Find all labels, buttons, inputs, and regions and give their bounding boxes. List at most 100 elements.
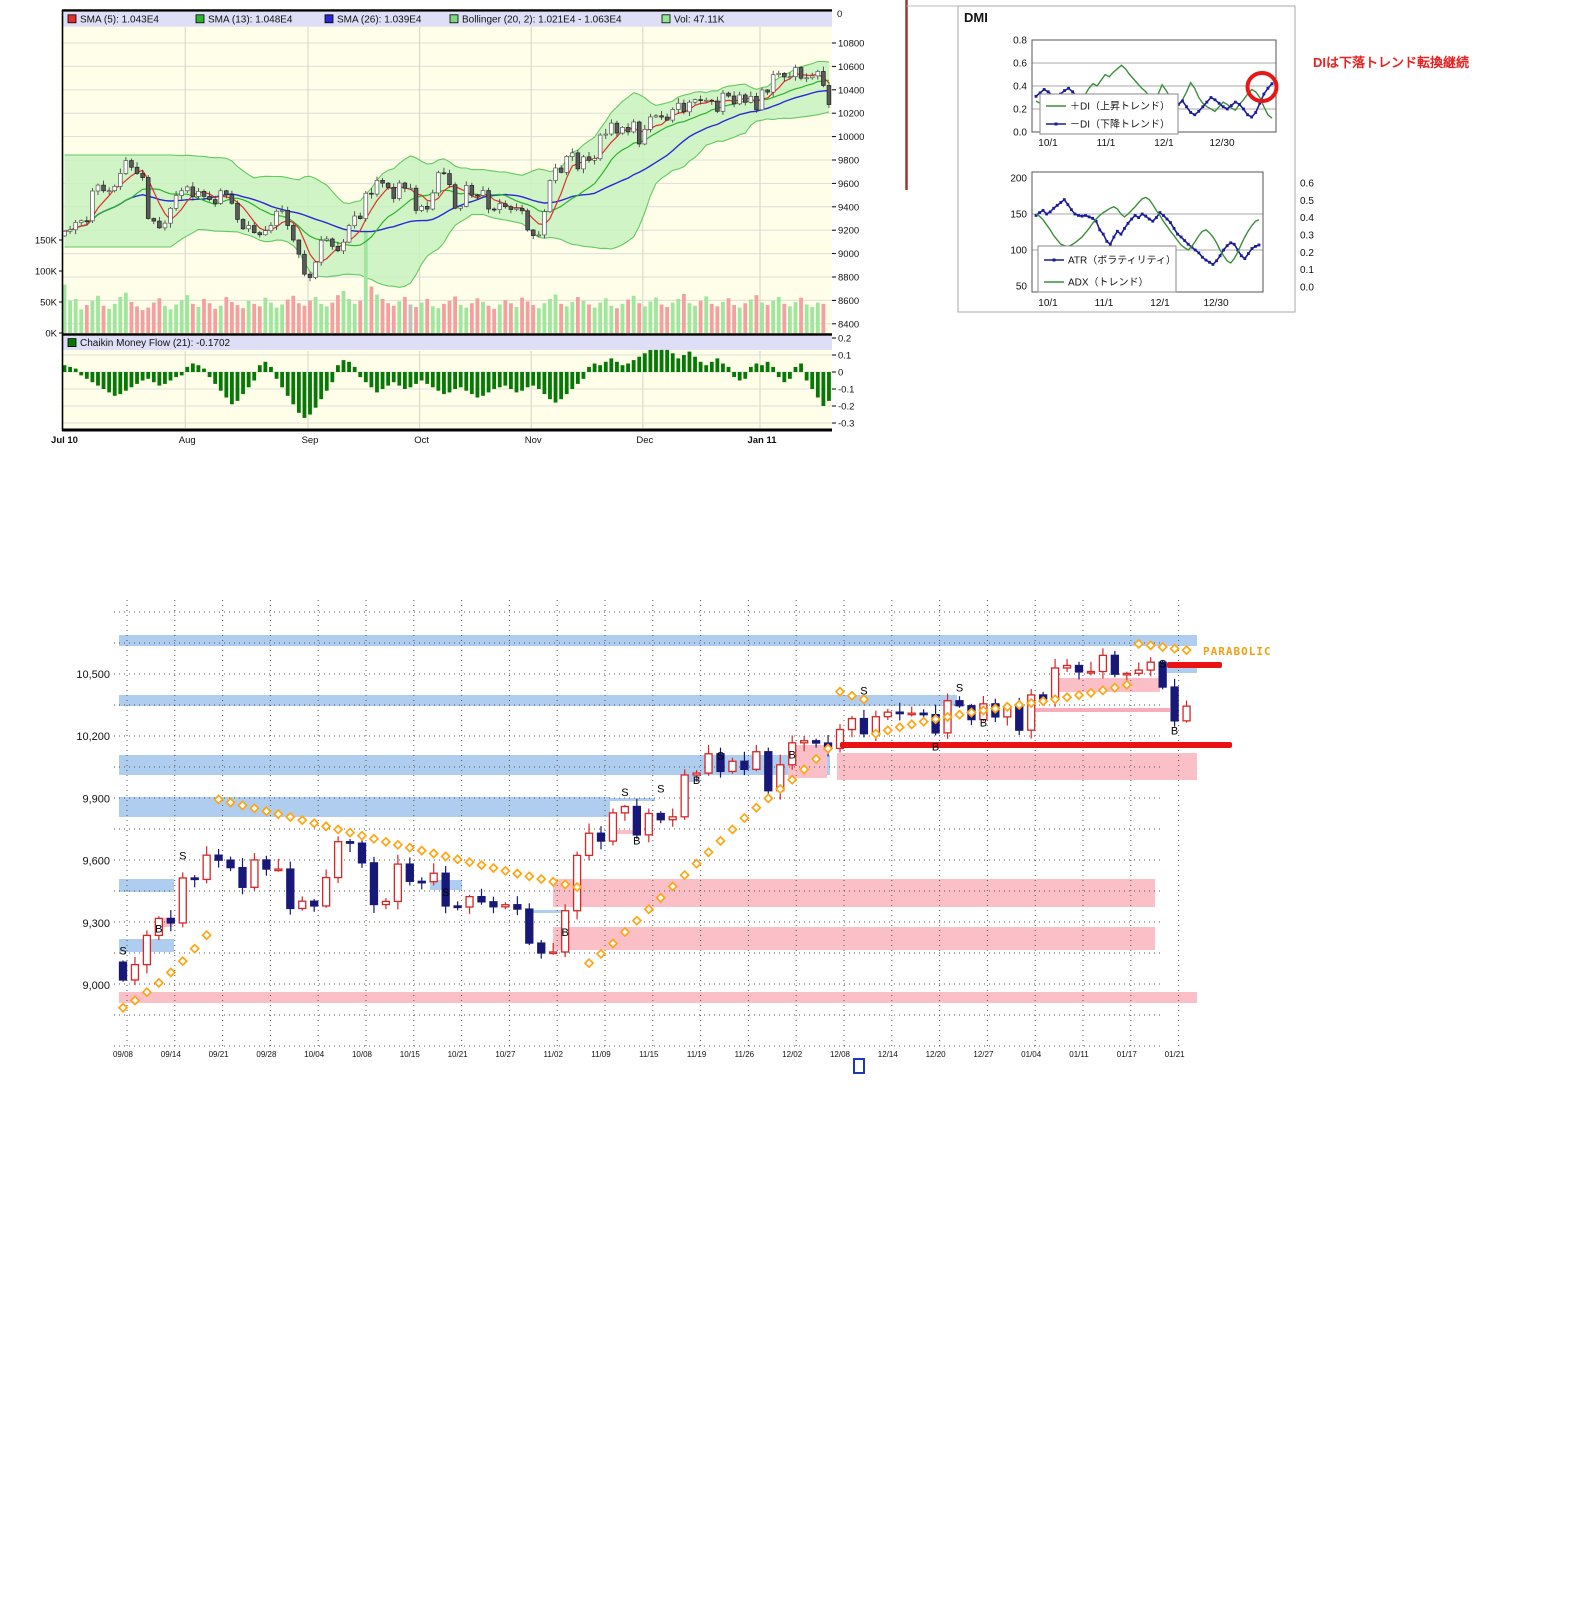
cmf-bar	[123, 372, 128, 391]
marker	[1054, 122, 1058, 126]
candle-body	[381, 900, 391, 906]
volume-bar	[709, 303, 714, 333]
cmf-bar	[179, 372, 184, 376]
marker	[1059, 201, 1063, 204]
axis-label: 0.4	[1300, 213, 1314, 224]
sar-dot	[285, 811, 296, 823]
volume-bar	[648, 301, 653, 333]
volume-bar	[308, 300, 312, 333]
axis-label: 0	[838, 368, 843, 379]
axis-label: 8600	[838, 296, 859, 307]
cmf-bar	[464, 372, 469, 391]
cmf-bar	[246, 372, 251, 388]
volume-bar	[274, 307, 279, 333]
candle-body	[447, 173, 452, 186]
axis-label: 8400	[838, 319, 859, 330]
cmf-bar	[84, 372, 89, 379]
sar-dot	[1133, 638, 1144, 650]
candle-body	[419, 205, 424, 211]
candle-body	[402, 182, 408, 189]
sar-dot	[727, 824, 738, 835]
candle-body	[369, 862, 379, 906]
candle-body	[453, 905, 462, 909]
volume-bar	[107, 308, 112, 333]
cmf-bar	[425, 372, 430, 384]
marker	[1250, 115, 1254, 119]
marker	[1071, 90, 1075, 94]
dmi-panel-title: DMI	[964, 10, 988, 25]
candle-body	[553, 167, 558, 181]
axis-label: 11/26	[735, 1050, 755, 1059]
volume-bar	[442, 303, 446, 333]
sar-dot	[595, 948, 607, 960]
candle-body	[883, 711, 892, 718]
cmf-bar	[375, 372, 379, 393]
volume-bar	[341, 290, 346, 333]
volume-bar	[531, 305, 536, 333]
marker	[1218, 254, 1222, 258]
candle-body	[257, 232, 263, 236]
candle-body	[586, 156, 592, 161]
volume-bar	[620, 303, 625, 333]
cmf-bar	[442, 372, 446, 395]
candle-body	[709, 99, 715, 102]
cmf-bar	[118, 372, 123, 395]
axis-label: 01/17	[1117, 1050, 1138, 1059]
volume-bar	[196, 306, 201, 333]
sar-dot	[679, 869, 690, 881]
axis-label: B	[1171, 725, 1178, 737]
candle-body	[486, 190, 491, 210]
marker	[1101, 232, 1105, 236]
sar-dot	[189, 943, 200, 954]
marker	[1158, 211, 1162, 214]
volume-bar	[324, 306, 329, 333]
volume-bar	[302, 305, 307, 333]
candle-body	[240, 219, 246, 230]
cmf-bar	[308, 372, 312, 415]
volume-bar	[771, 300, 776, 333]
candle-body	[575, 152, 581, 170]
marker	[1098, 228, 1102, 232]
cmf-bar	[804, 372, 809, 381]
marker	[1258, 101, 1262, 105]
axis-label: 9,900	[82, 793, 110, 805]
cmf-bar	[497, 372, 502, 388]
candle-body	[393, 863, 403, 903]
axis-label: 0.5	[1300, 196, 1314, 207]
sar-dot	[129, 995, 141, 1006]
sar-dot	[464, 857, 475, 868]
candle-body	[469, 185, 475, 196]
sar-dot	[870, 728, 882, 739]
cmf-bar	[525, 372, 530, 388]
axis-label: S	[442, 887, 449, 899]
volume-bar	[163, 305, 167, 333]
candle-body	[859, 717, 869, 735]
marker	[1233, 100, 1237, 104]
axis-label: 9,600	[82, 856, 110, 868]
sar-dot	[990, 703, 1001, 714]
series-line	[1035, 196, 1260, 264]
candle-body	[429, 872, 438, 883]
sar-dot	[416, 845, 427, 856]
candle-body	[302, 253, 307, 275]
volume-bar	[520, 297, 524, 333]
sar-dot	[1169, 643, 1180, 654]
candle-body	[620, 805, 630, 814]
marker	[1169, 221, 1172, 225]
axis-label: 0.0	[1300, 282, 1314, 293]
cmf-bar	[380, 372, 385, 389]
candle-body	[157, 220, 162, 229]
cmf-bar	[213, 372, 218, 384]
volume-bar	[687, 303, 692, 333]
marker	[1222, 248, 1226, 252]
cmf-bar	[386, 372, 391, 386]
cmf-bar	[631, 360, 636, 372]
sar-dot	[500, 865, 511, 877]
marker	[1063, 89, 1066, 92]
red-circle-annotation	[1245, 71, 1279, 103]
sar-dot	[273, 808, 284, 820]
cmf-bar	[721, 363, 725, 372]
volume-bar	[269, 302, 273, 333]
series-line	[64, 89, 830, 233]
legend-swatch	[661, 14, 671, 24]
